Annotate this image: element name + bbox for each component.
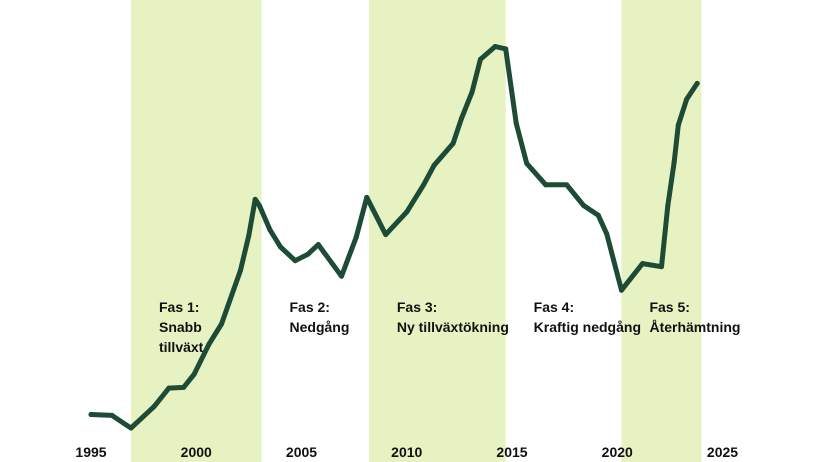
data-point [604, 231, 610, 237]
data-point [237, 267, 243, 273]
phase-bands [130, 0, 702, 462]
phase-label-3: Fas 3: Ny tillväxtökning [397, 299, 509, 335]
data-point [128, 425, 134, 431]
data-point [305, 251, 311, 257]
x-tick-label: 1995 [75, 444, 106, 460]
data-point [88, 411, 94, 417]
phase-label-line: Ny tillväxtökning [397, 319, 509, 335]
phase-label-line: Fas 4: [534, 299, 574, 315]
phase-label-line: Nedgång [290, 319, 350, 335]
data-point [450, 140, 456, 146]
phase-labels: Fas 1: Snabb tillväxt Fas 2: Nedgång Fas 3: Ny… [159, 299, 740, 355]
data-point [191, 371, 197, 377]
phase-label-line: Fas 2: [290, 299, 330, 315]
data-point [694, 80, 700, 86]
x-tick-label: 2015 [496, 444, 527, 460]
phase-label-line: tillväxt [159, 339, 204, 355]
data-point [364, 194, 370, 200]
data-point [513, 120, 519, 126]
phase-label-5: Fas 5: Återhämtning [649, 299, 740, 335]
phase-label-line: Kraftig nedgång [534, 319, 641, 335]
data-point [581, 203, 587, 209]
data-point [151, 403, 157, 409]
data-point [166, 385, 172, 391]
x-tick-label: 2020 [602, 444, 633, 460]
data-point [206, 341, 212, 347]
data-point [267, 227, 273, 233]
data-point [671, 160, 677, 166]
x-tick-label: 2000 [181, 444, 212, 460]
data-point [543, 182, 549, 188]
data-point [404, 209, 410, 215]
phase-band-5 [621, 0, 702, 462]
phase-label-line: Fas 5: [649, 299, 689, 315]
x-tick-label: 2010 [391, 444, 422, 460]
data-point [109, 412, 115, 418]
phase-band-1 [130, 0, 262, 462]
phase-label-4: Fas 4: Kraftig nedgång [534, 299, 641, 335]
data-point [618, 287, 624, 293]
data-point [665, 203, 671, 209]
data-point [492, 44, 498, 50]
data-point [595, 212, 601, 218]
data-point [383, 232, 389, 238]
phase-label-2: Fas 2: Nedgång [290, 299, 350, 335]
phase-label-line: Återhämtning [649, 319, 740, 335]
data-point [524, 160, 530, 166]
data-point [353, 234, 359, 240]
x-tick-label: 2005 [286, 444, 317, 460]
data-point [292, 258, 298, 264]
x-axis-tick-labels: 1995 2000 2005 2010 2015 2020 2025 [75, 444, 738, 460]
data-point [431, 162, 437, 168]
phase-label-line: Fas 3: [397, 299, 437, 315]
data-point [181, 384, 187, 390]
data-point [252, 196, 258, 202]
data-point [469, 89, 475, 95]
data-point [477, 56, 483, 62]
data-point [421, 182, 427, 188]
data-point [277, 244, 283, 250]
data-point [564, 182, 570, 188]
data-point [458, 115, 464, 121]
phase-label-line: Snabb [159, 319, 202, 335]
data-point [675, 122, 681, 128]
phase-label-line: Fas 1: [159, 299, 199, 315]
data-point [658, 264, 664, 270]
data-point [256, 203, 262, 209]
data-point [315, 242, 321, 248]
phase-label-1: Fas 1: Snabb tillväxt [159, 299, 204, 355]
series-line-1 [88, 44, 700, 431]
data-point [338, 273, 344, 279]
series-layer [88, 44, 700, 431]
data-point [503, 46, 509, 52]
data-point [246, 232, 252, 238]
x-tick-label: 2025 [707, 444, 738, 460]
data-point [640, 261, 646, 267]
data-point [219, 321, 225, 327]
data-point [684, 96, 690, 102]
